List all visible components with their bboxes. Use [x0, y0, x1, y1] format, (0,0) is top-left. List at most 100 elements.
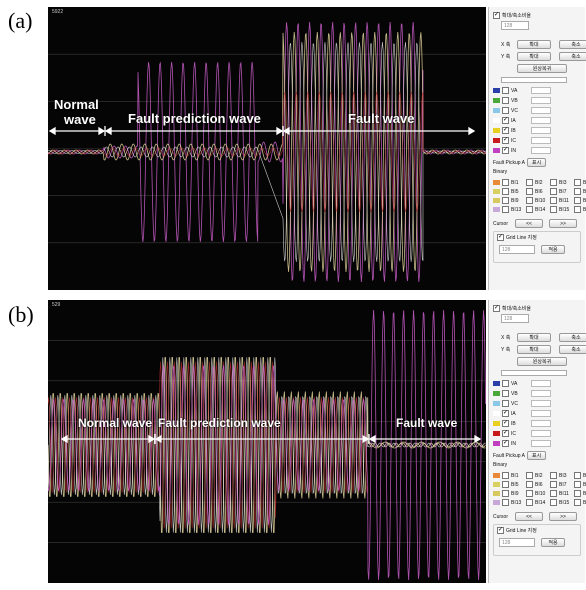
restore-button[interactable]: 원상복귀 — [517, 64, 567, 73]
binary-label: BI2 — [535, 472, 543, 479]
x-zoom-in-button[interactable]: 확대 — [517, 333, 551, 342]
apply-button[interactable]: 적용 — [541, 245, 565, 254]
binary-checkbox-bi4[interactable] — [574, 179, 581, 186]
channel-checkbox-in[interactable] — [502, 439, 509, 447]
binary-checkbox-bi16[interactable] — [574, 499, 581, 506]
channel-color-swatch — [493, 88, 500, 93]
fault-pickup-button[interactable]: 표시 — [526, 451, 547, 460]
zoom-ratio-input[interactable]: 128 — [501, 314, 529, 323]
binary-checkbox-bi11[interactable] — [550, 490, 557, 497]
channel-checkbox-ia[interactable] — [502, 409, 509, 417]
channel-checkbox-va[interactable] — [502, 87, 509, 94]
channel-color-swatch — [493, 441, 500, 446]
oscilloscope-view[interactable]: 529 Normal wave Fault prediction wave Fa… — [48, 300, 486, 583]
channel-color-swatch — [493, 391, 500, 396]
binary-checkbox-bi3[interactable] — [550, 179, 557, 186]
binary-checkbox-bi7[interactable] — [550, 481, 557, 488]
channel-checkbox-ib[interactable] — [502, 126, 509, 134]
grid-line-checkbox[interactable] — [497, 233, 504, 241]
binary-checkbox-bi4[interactable] — [574, 472, 581, 479]
waveform-panel-a: 5922 Normal wave Fault prediction wave F… — [48, 7, 586, 290]
binary-checkbox-bi10[interactable] — [526, 490, 533, 497]
channel-checkbox-vb[interactable] — [502, 97, 509, 104]
grid-value-input[interactable]: 128 — [499, 245, 535, 254]
channel-checkbox-ic[interactable] — [502, 429, 509, 437]
cursor-next-button[interactable]: >> — [549, 512, 577, 521]
binary-label: BI3 — [559, 472, 567, 479]
cursor-prev-button[interactable]: << — [515, 219, 543, 228]
scope-number: 5922 — [52, 9, 64, 15]
channel-checkbox-ia[interactable] — [502, 116, 509, 124]
binary-checkbox-bi9[interactable] — [502, 490, 509, 497]
x-zoom-out-button[interactable]: 축소 — [559, 40, 586, 49]
binary-checkbox-bi2[interactable] — [526, 472, 533, 479]
apply-button[interactable]: 적용 — [541, 538, 565, 547]
channel-checkbox-vc[interactable] — [502, 107, 509, 114]
cursor-next-button[interactable]: >> — [549, 219, 577, 228]
channel-label: IB — [511, 127, 516, 134]
channel-value — [531, 107, 551, 114]
binary-checkbox-bi6[interactable] — [526, 481, 533, 488]
binary-label: BI14 — [535, 206, 546, 213]
oscilloscope-view[interactable]: 5922 Normal wave Fault prediction wave F… — [48, 7, 486, 290]
binary-checkbox-bi3[interactable] — [550, 472, 557, 479]
binary-checkbox-bi12[interactable] — [574, 490, 581, 497]
binary-checkbox-bi13[interactable] — [502, 499, 509, 506]
channel-value — [531, 440, 551, 447]
x-zoom-in-button[interactable]: 확대 — [517, 40, 551, 49]
cursor-prev-button[interactable]: << — [515, 512, 543, 521]
binary-checkbox-bi1[interactable] — [502, 179, 509, 186]
grid-line-label: Grid Line 지정 — [506, 528, 537, 534]
channel-checkbox-vc[interactable] — [502, 400, 509, 407]
binary-checkbox-bi12[interactable] — [574, 197, 581, 204]
zoom-ratio-input[interactable]: 128 — [501, 21, 529, 30]
binary-checkbox-bi8[interactable] — [574, 481, 581, 488]
grid-line-checkbox[interactable] — [497, 526, 504, 534]
binary-checkbox-bi15[interactable] — [550, 499, 557, 506]
y-zoom-out-button[interactable]: 축소 — [559, 345, 586, 354]
channel-checkbox-in[interactable] — [502, 146, 509, 154]
binary-checkbox-bi14[interactable] — [526, 499, 533, 506]
binary-checkbox-bi9[interactable] — [502, 197, 509, 204]
binary-label: BI5 — [511, 481, 519, 488]
binary-checkbox-bi1[interactable] — [502, 472, 509, 479]
zoom-ratio-checkbox[interactable] — [493, 11, 500, 19]
binary-color-swatch — [493, 189, 500, 194]
binary-checkbox-bi14[interactable] — [526, 206, 533, 213]
grid-value-input[interactable]: 128 — [499, 538, 535, 547]
channel-label: IA — [511, 410, 516, 417]
binary-checkbox-bi8[interactable] — [574, 188, 581, 195]
binary-checkbox-bi16[interactable] — [574, 206, 581, 213]
zoom-ratio-checkbox[interactable] — [493, 304, 500, 312]
channel-value — [531, 380, 551, 387]
cursor-label: Cursor — [493, 220, 509, 227]
binary-checkbox-bi13[interactable] — [502, 206, 509, 213]
channel-color-swatch — [493, 421, 500, 426]
binary-checkbox-bi10[interactable] — [526, 197, 533, 204]
binary-checkbox-bi7[interactable] — [550, 188, 557, 195]
binary-label: BI13 — [511, 499, 522, 506]
binary-checkbox-bi5[interactable] — [502, 188, 509, 195]
fault-pickup-button[interactable]: 표시 — [526, 158, 547, 167]
channel-checkbox-va[interactable] — [502, 380, 509, 387]
channel-label: VC — [511, 107, 518, 114]
zoom-ratio-label: 확대/축소비율 — [502, 306, 531, 312]
binary-checkbox-bi15[interactable] — [550, 206, 557, 213]
channel-checkbox-ic[interactable] — [502, 136, 509, 144]
binary-label: Binary — [493, 462, 508, 468]
restore-button[interactable]: 원상복귀 — [517, 357, 567, 366]
binary-checkbox-bi6[interactable] — [526, 188, 533, 195]
binary-checkbox-bi5[interactable] — [502, 481, 509, 488]
y-zoom-in-button[interactable]: 확대 — [517, 345, 551, 354]
channel-color-swatch — [493, 401, 500, 406]
binary-label: BI10 — [535, 490, 546, 497]
normal-wave-label: Normal wave — [78, 416, 153, 430]
y-zoom-out-button[interactable]: 축소 — [559, 52, 586, 61]
fault-prediction-wave-label: Fault prediction wave — [128, 111, 261, 126]
binary-checkbox-bi2[interactable] — [526, 179, 533, 186]
channel-checkbox-ib[interactable] — [502, 419, 509, 427]
channel-checkbox-vb[interactable] — [502, 390, 509, 397]
x-zoom-out-button[interactable]: 축소 — [559, 333, 586, 342]
binary-checkbox-bi11[interactable] — [550, 197, 557, 204]
y-zoom-in-button[interactable]: 확대 — [517, 52, 551, 61]
